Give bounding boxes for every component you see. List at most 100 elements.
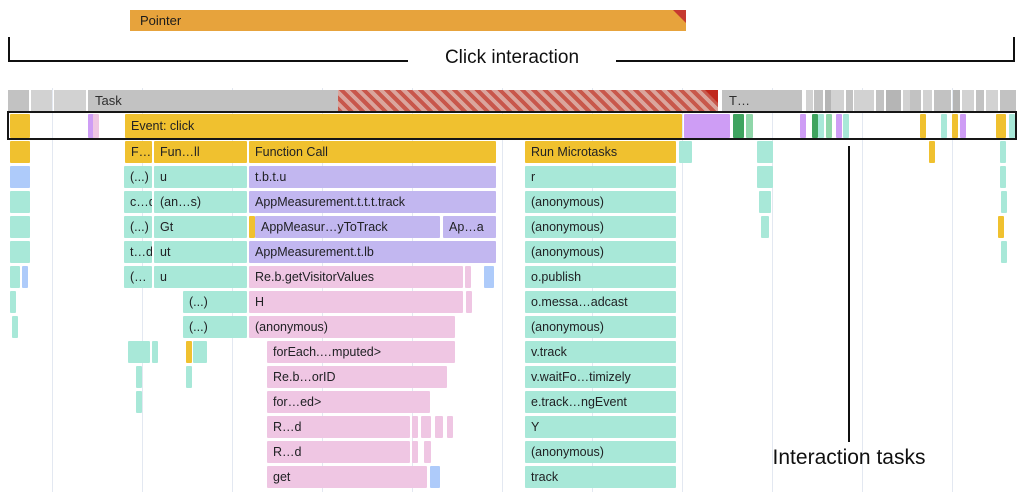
task-segment[interactable] (54, 90, 86, 112)
flame-bar[interactable] (836, 114, 842, 138)
flame-bar[interactable]: (an…s) (154, 191, 247, 213)
flame-bar[interactable] (193, 341, 207, 363)
flame-bar[interactable]: R…d (267, 416, 410, 438)
flame-bar[interactable]: Gt (154, 216, 247, 238)
flame-bar[interactable]: u (154, 166, 247, 188)
flame-bar[interactable] (761, 216, 769, 238)
flame-bar[interactable]: (anonymous) (525, 191, 676, 213)
flame-bar[interactable]: (anonymous) (525, 216, 676, 238)
task-segment[interactable] (814, 90, 823, 112)
flame-bar[interactable]: (anonymous) (249, 316, 455, 338)
flame-bar[interactable]: (anonymous) (525, 441, 676, 463)
flame-bar[interactable] (1009, 114, 1015, 138)
flame-bar[interactable]: (...) (124, 216, 152, 238)
task-segment[interactable] (8, 90, 29, 112)
flame-bar[interactable] (412, 441, 418, 463)
bar-run-microtasks[interactable]: Run Microtasks (525, 141, 676, 163)
flame-bar[interactable] (12, 316, 18, 338)
flame-bar[interactable]: Re.b…orID (267, 366, 447, 388)
flame-bar[interactable]: ut (154, 241, 247, 263)
flame-bar[interactable]: (anonymous) (525, 316, 676, 338)
flame-bar[interactable]: Re.b.getVisitorValues (249, 266, 463, 288)
flame-bar[interactable]: Ap…a (443, 216, 496, 238)
flame-bar[interactable] (430, 466, 440, 488)
flame-bar[interactable] (186, 366, 192, 388)
pointer-interaction-bar[interactable]: Pointer (130, 10, 686, 31)
flame-bar[interactable]: o.messa…adcast (525, 291, 676, 313)
flame-bar[interactable] (920, 114, 926, 138)
flame-bar[interactable]: (… (124, 266, 152, 288)
flame-bar[interactable]: (...) (183, 316, 247, 338)
task-segment[interactable] (825, 90, 832, 112)
flame-bar[interactable] (10, 191, 30, 213)
flame-bar[interactable] (136, 366, 142, 388)
flame-bar[interactable] (733, 114, 744, 138)
flame-bar[interactable] (10, 141, 30, 163)
flame-bar[interactable]: R…d (267, 441, 410, 463)
flame-bar[interactable] (757, 166, 773, 188)
flame-bar[interactable] (152, 341, 158, 363)
flame-bar[interactable] (249, 216, 255, 238)
flame-bar[interactable]: AppMeasur…yToTrack (255, 216, 440, 238)
task-segment[interactable] (886, 90, 901, 112)
task-bar[interactable]: T… (722, 90, 802, 112)
flame-bar[interactable]: e.track…ngEvent (525, 391, 676, 413)
flame-bar[interactable] (952, 114, 958, 138)
flame-bar[interactable] (998, 216, 1004, 238)
flame-bar[interactable] (421, 416, 431, 438)
bar-function-call[interactable]: Function Call (249, 141, 496, 163)
bar-function-call-trunc[interactable]: Fun…ll (154, 141, 247, 163)
flame-bar[interactable]: c…d (124, 191, 152, 213)
flame-bar[interactable] (10, 216, 30, 238)
task-segment[interactable] (854, 90, 874, 112)
flame-bar[interactable]: get (267, 466, 427, 488)
flame-bar[interactable] (800, 114, 806, 138)
flame-bar[interactable]: (...) (183, 291, 247, 313)
flame-bar[interactable]: v.track (525, 341, 676, 363)
flame-bar[interactable]: t.b.t.u (249, 166, 496, 188)
flame-bar[interactable] (465, 266, 471, 288)
flame-bar[interactable] (1001, 191, 1007, 213)
flame-bar[interactable]: AppMeasurement.t.t.t.track (249, 191, 496, 213)
flame-bar[interactable]: o.publish (525, 266, 676, 288)
flame-bar[interactable] (10, 241, 30, 263)
flame-bar[interactable] (22, 266, 28, 288)
flame-bar[interactable] (843, 114, 849, 138)
flame-bar[interactable] (186, 341, 192, 363)
flame-bar[interactable]: AppMeasurement.t.lb (249, 241, 496, 263)
flame-bar[interactable] (679, 141, 692, 163)
flame-bar[interactable]: v.waitFo…timizely (525, 366, 676, 388)
flame-bar[interactable] (10, 291, 16, 313)
task-segment[interactable] (846, 90, 853, 112)
task-segment[interactable] (976, 90, 984, 112)
flame-bar[interactable]: u (154, 266, 247, 288)
flame-bar[interactable] (941, 114, 947, 138)
flame-bar[interactable] (759, 191, 771, 213)
task-segment[interactable] (962, 90, 974, 112)
flame-bar[interactable] (435, 416, 443, 438)
flame-bar[interactable] (412, 416, 418, 438)
task-segment[interactable] (923, 90, 932, 112)
flame-bar[interactable] (1000, 166, 1006, 188)
flame-bar[interactable] (128, 341, 150, 363)
flame-bar[interactable] (826, 114, 832, 138)
flame-bar[interactable] (484, 266, 494, 288)
flame-bar[interactable]: Y (525, 416, 676, 438)
flame-bar[interactable] (812, 114, 818, 138)
flame-bar[interactable] (996, 114, 1006, 138)
flame-bar[interactable] (466, 291, 472, 313)
task-segment[interactable] (986, 90, 998, 112)
task-segment[interactable] (910, 90, 921, 112)
flame-bar[interactable]: H (249, 291, 463, 313)
flame-bar[interactable] (136, 391, 142, 413)
task-segment[interactable] (831, 90, 844, 112)
task-segment[interactable] (953, 90, 960, 112)
flame-bar[interactable] (447, 416, 453, 438)
flame-bar[interactable] (10, 114, 30, 138)
flame-bar[interactable] (1000, 141, 1006, 163)
flame-bar[interactable]: for…ed> (267, 391, 430, 413)
flame-bar[interactable] (10, 266, 20, 288)
flame-bar[interactable] (746, 114, 753, 138)
flame-bar[interactable] (93, 114, 99, 138)
flame-bar[interactable]: t…d (124, 241, 152, 263)
